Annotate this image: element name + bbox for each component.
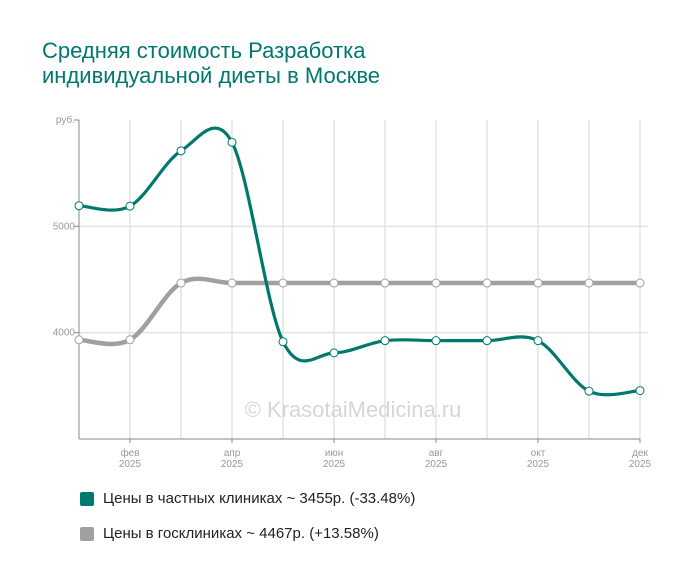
y-tick-label: руб. [56,114,75,126]
series-points [74,137,645,396]
data-point-private [482,336,492,346]
legend-swatch-private [80,491,94,506]
legend-item-public[interactable]: Цены в госклиниках ~ 4467р. (+13.58%) [80,525,379,542]
data-point-private [329,348,339,358]
title-line-2: индивидуальной диеты в Москве [42,63,380,88]
data-point-public [584,278,594,288]
data-point-private [278,337,288,347]
data-point-public [227,278,237,288]
data-point-private [176,146,186,156]
legend-swatch-public [80,526,94,541]
data-point-private [380,336,390,346]
chart-title: Средняя стоимость Разработка индивидуаль… [42,38,380,88]
data-point-public [482,278,492,288]
x-tick-label-year: 2025 [221,459,244,470]
series-lines [79,126,643,397]
data-point-public [635,278,645,288]
data-point-public [431,278,441,288]
legend-item-private[interactable]: Цены в частных клиниках ~ 3455р. (-33.48… [80,490,415,507]
watermark: © KrasotaiMedicina.ru [245,397,462,422]
x-tick-label-month: дек [632,448,648,459]
data-point-private [74,201,84,211]
series-line-public [79,276,643,347]
data-point-private [227,137,237,147]
data-point-private [635,386,645,396]
series-line-private [79,126,642,397]
x-tick-label-year: 2025 [629,459,652,470]
data-point-private [125,201,135,211]
x-tick-label-year: 2025 [323,459,346,470]
x-tick-label-month: июн [325,448,344,459]
title-line-1: Средняя стоимость Разработка [42,38,366,63]
x-tick-label-year: 2025 [527,459,550,470]
data-point-public [380,278,390,288]
x-tick-label-month: окт [531,448,546,459]
data-point-public [74,335,84,345]
data-point-public [125,335,135,345]
data-point-public [533,278,543,288]
axes: 40005000руб.фев2025апр2025июн2025авг2025… [53,114,652,470]
data-point-public [176,278,186,288]
x-tick-label-year: 2025 [119,459,142,470]
data-point-private [533,336,543,346]
legend-label-private: Цены в частных клиниках ~ 3455р. (-33.48… [103,490,416,507]
data-point-private [584,386,594,396]
x-tick-label-month: фев [120,447,139,459]
y-tick-label: 5000 [53,221,76,232]
legend-label-public: Цены в госклиниках ~ 4467р. (+13.58%) [103,525,379,542]
x-tick-label-year: 2025 [425,459,448,470]
data-point-public [278,278,288,288]
data-point-private [431,336,441,346]
y-tick-label: 4000 [53,328,76,339]
x-tick-label-month: авг [429,448,444,459]
x-tick-label-month: апр [224,448,241,459]
data-point-public [329,278,339,288]
